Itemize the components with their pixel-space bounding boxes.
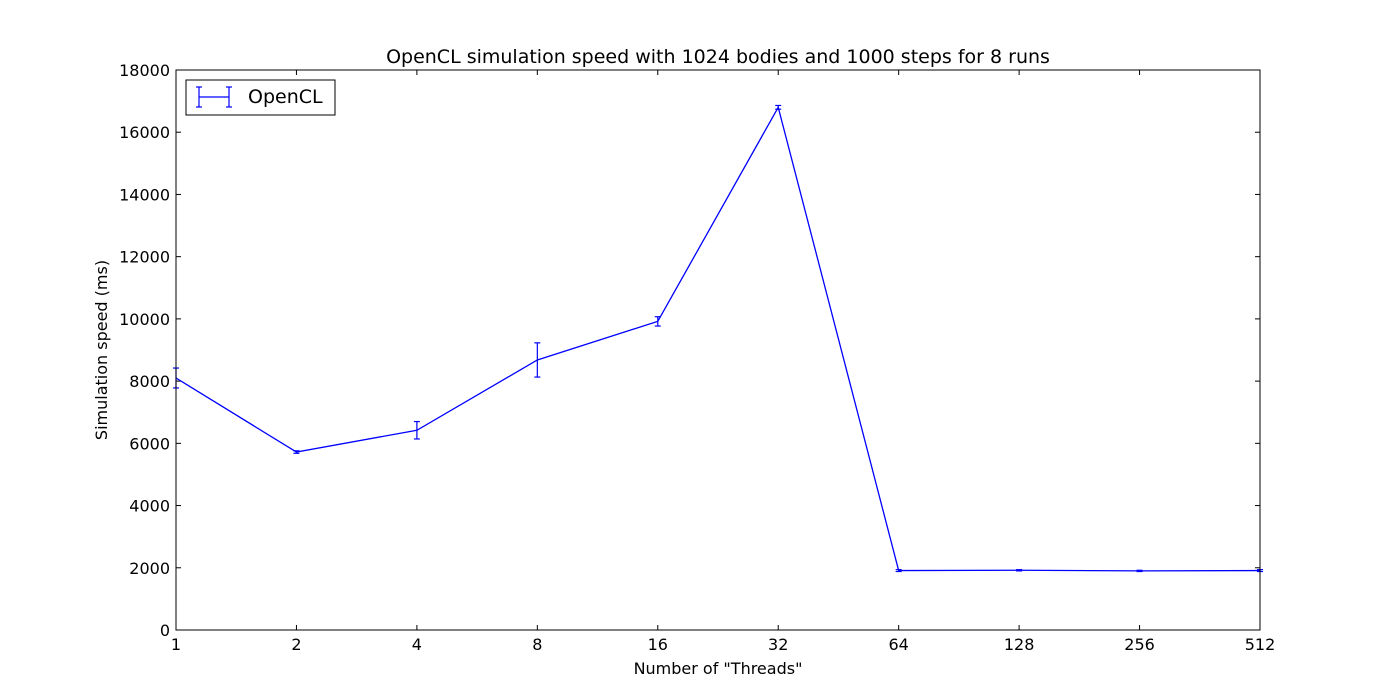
chart-title: OpenCL simulation speed with 1024 bodies… — [386, 46, 1050, 68]
x-tick-label: 512 — [1245, 635, 1276, 654]
x-tick-label: 1 — [171, 635, 181, 654]
y-tick-label: 8000 — [129, 372, 170, 391]
x-tick-label: 128 — [1004, 635, 1035, 654]
x-tick-label: 8 — [532, 635, 542, 654]
x-tick-label: 4 — [412, 635, 422, 654]
x-axis-label: Number of "Threads" — [634, 659, 803, 678]
y-tick-label: 14000 — [119, 185, 170, 204]
x-tick-label: 16 — [648, 635, 668, 654]
y-tick-label: 4000 — [129, 497, 170, 516]
x-tick-label: 2 — [291, 635, 301, 654]
y-tick-label: 16000 — [119, 123, 170, 142]
series-line — [175, 105, 1261, 572]
series-layer — [173, 104, 1263, 573]
y-tick-label: 10000 — [119, 310, 170, 329]
y-tick-label: 0 — [160, 621, 170, 640]
y-axis-label: Simulation speed (ms) — [92, 260, 111, 440]
x-axis: 1 2 4 8 16 32 64 128 256 512 — [171, 70, 1275, 654]
x-tick-label: 64 — [888, 635, 908, 654]
y-tick-label: 18000 — [119, 61, 170, 80]
x-tick-label: 32 — [768, 635, 788, 654]
x-tick-label: 256 — [1124, 635, 1155, 654]
legend-errorbar-glyph — [196, 86, 232, 108]
y-tick-label: 6000 — [129, 434, 170, 453]
y-axis: 0 2000 4000 6000 8000 10000 12000 14000 16000 180… — [119, 61, 1260, 640]
y-tick-label: 12000 — [119, 248, 170, 267]
plot-frame — [175, 69, 1261, 631]
y-tick-label: 2000 — [129, 559, 170, 578]
legend-label: OpenCL — [248, 86, 323, 108]
legend: OpenCL — [185, 79, 336, 116]
